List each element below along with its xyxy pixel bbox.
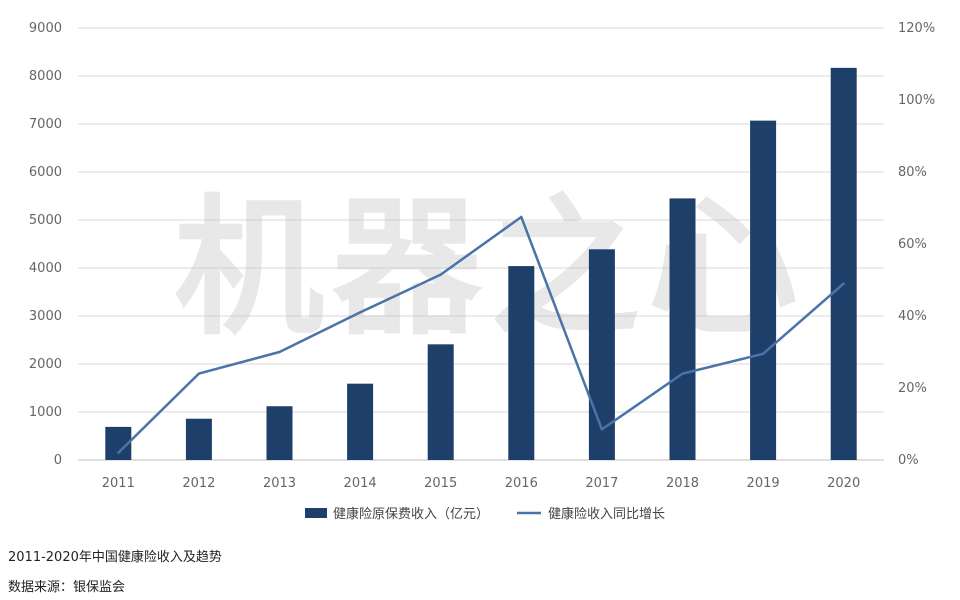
y2-tick-label: 40%	[898, 309, 927, 324]
line-point	[520, 215, 523, 219]
legend-line-label: 健康险收入同比增长	[548, 506, 665, 522]
growth-line	[117, 215, 845, 454]
bar	[185, 418, 212, 460]
y2-tick-label: 60%	[898, 237, 927, 252]
x-tick-label: 2016	[505, 476, 538, 491]
data-source: 数据来源：银保监会	[8, 580, 126, 595]
y-tick-label: 6000	[29, 165, 62, 180]
line-point	[117, 451, 120, 454]
line-series	[117, 215, 845, 454]
x-tick-label: 2018	[666, 476, 699, 491]
bar	[669, 198, 696, 460]
x-axis: 2011 2012 2013 2014 2015 2016 2017 2018 2019 2020	[102, 476, 860, 491]
y-tick-label: 3000	[29, 309, 62, 324]
legend-bar-swatch	[305, 508, 327, 518]
watermark: 机器之心	[174, 182, 806, 356]
y-tick-label: 2000	[29, 357, 62, 372]
bar	[347, 383, 374, 460]
x-tick-label: 2017	[585, 476, 618, 491]
y2-tick-label: 100%	[898, 93, 935, 108]
y-tick-label: 7000	[29, 117, 62, 132]
x-tick-label: 2013	[263, 476, 296, 491]
chart-caption: 2011-2020年中国健康险收入及趋势	[8, 550, 222, 565]
x-tick-label: 2012	[182, 476, 215, 491]
bar	[508, 266, 535, 460]
y-axis-left: 0 1000 2000 3000 4000 5000 6000 7000 8000 9000	[29, 21, 62, 468]
legend-bar-label: 健康险原保费收入（亿元）	[333, 506, 489, 522]
line-point	[842, 282, 845, 285]
gridlines	[78, 27, 884, 461]
line-point	[278, 350, 281, 354]
bar	[427, 344, 454, 460]
y-axis-right: 0% 20% 40% 60% 80% 100% 120%	[898, 21, 935, 468]
y-tick-label: 5000	[29, 213, 62, 228]
y-tick-label: 0	[54, 453, 62, 468]
y2-tick-label: 0%	[898, 453, 919, 468]
x-tick-label: 2019	[747, 476, 780, 491]
chart: 机器之心 0 1000 2000 3000 4000 5000 6000 7000 8000 90…	[29, 21, 935, 522]
line-point	[600, 428, 604, 431]
bar	[830, 67, 857, 460]
y-tick-label: 9000	[29, 21, 62, 36]
bar	[750, 120, 777, 460]
line-point	[358, 311, 362, 314]
x-tick-label: 2014	[344, 476, 377, 491]
line-point	[439, 273, 442, 276]
y2-tick-label: 20%	[898, 381, 927, 396]
y2-tick-label: 80%	[898, 165, 927, 180]
y-tick-label: 1000	[29, 405, 62, 420]
bar	[266, 406, 293, 460]
line-point	[197, 372, 201, 375]
y-tick-label: 8000	[29, 69, 62, 84]
x-tick-label: 2011	[102, 476, 135, 491]
y2-tick-label: 120%	[898, 21, 935, 36]
x-tick-label: 2020	[827, 476, 860, 491]
legend: 健康险原保费收入（亿元） 健康险收入同比增长	[305, 506, 665, 522]
y-tick-label: 4000	[29, 261, 62, 276]
line-point	[681, 372, 684, 375]
x-tick-label: 2015	[424, 476, 457, 491]
line-point	[761, 352, 765, 355]
